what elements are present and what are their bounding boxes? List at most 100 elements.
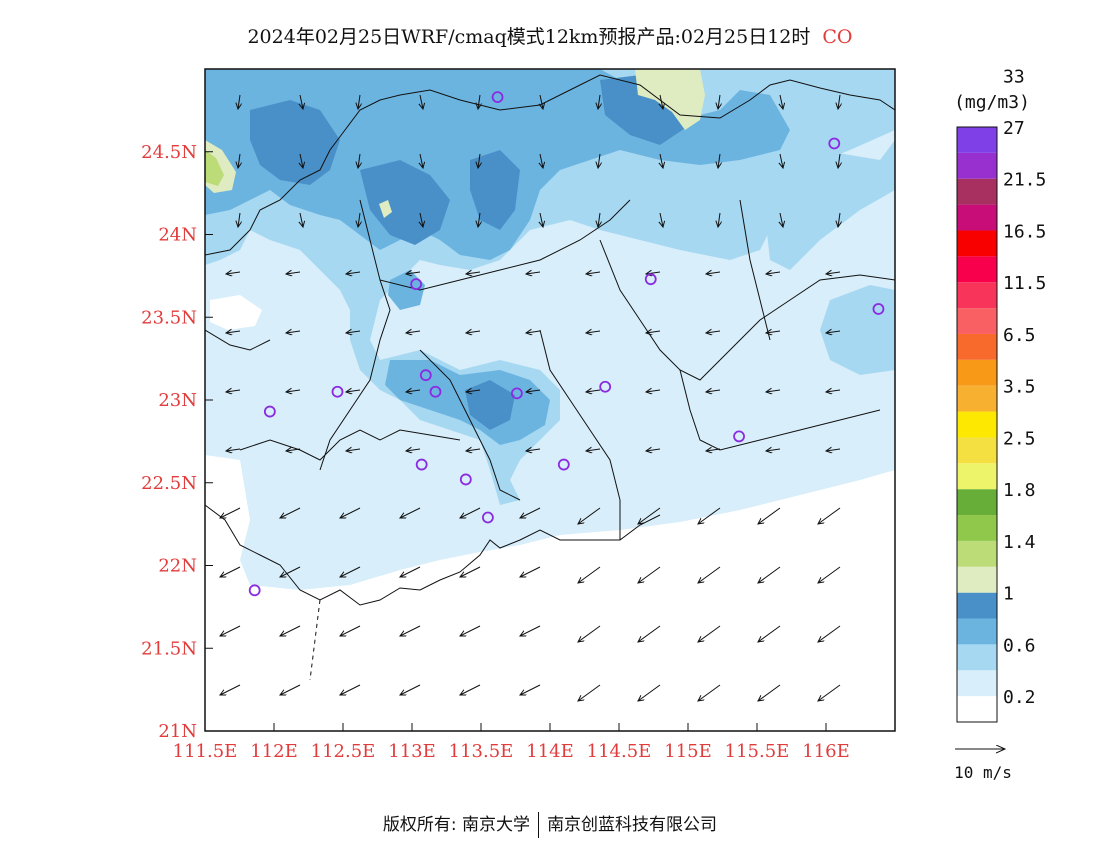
co-field-2.5-spot — [379, 200, 392, 218]
coastline — [205, 504, 661, 606]
wind-arrow — [286, 390, 301, 392]
legend-swatch — [957, 644, 997, 671]
pollutant-label: CO — [822, 26, 853, 48]
legend-label: 16.5 — [1003, 221, 1046, 242]
map-title: 2024年02月25日WRF/cmaq模式12km预报产品:02月25日12时 C… — [0, 22, 1100, 49]
wind-arrow — [780, 94, 783, 109]
wind-arrow — [698, 507, 721, 524]
wind-arrow — [660, 212, 663, 227]
legend-swatch — [957, 152, 997, 179]
legend-label: 3.5 — [1003, 377, 1036, 398]
wind-arrow — [698, 566, 721, 583]
wind-arrow — [766, 331, 781, 333]
station-marker — [828, 137, 841, 150]
station-marker — [331, 385, 344, 398]
legend-swatch — [957, 463, 997, 490]
wind-arrow — [346, 390, 361, 392]
x-tick-label: 112.5E — [311, 741, 376, 762]
x-tick-label: 112E — [250, 741, 298, 762]
wind-arrow — [286, 331, 301, 333]
city-border-3 — [419, 349, 521, 501]
station-marker — [733, 430, 745, 443]
legend-swatch — [957, 670, 997, 697]
wind-arrow — [280, 684, 301, 695]
footer-right: 南京创蓝科技有限公司 — [547, 815, 718, 835]
wind-arrow — [460, 566, 481, 577]
wind-arrow — [818, 507, 841, 524]
wind-arrow — [346, 272, 361, 274]
wind-arrow — [478, 94, 480, 109]
wind-arrow — [638, 507, 661, 524]
legend-label: 0.2 — [1003, 687, 1036, 708]
legend-swatch — [957, 618, 997, 645]
y-tick-label: 21.5N — [141, 638, 197, 659]
wind-arrow — [420, 94, 423, 109]
city-border-8 — [239, 429, 461, 461]
wind-arrow — [300, 153, 303, 168]
wind-arrow — [526, 331, 541, 333]
wind-arrow — [826, 390, 841, 392]
wind-arrow — [526, 390, 541, 392]
legend-label: 27 — [1003, 118, 1025, 139]
legend-swatch — [957, 204, 997, 231]
reference-vector-label: 10 m/s — [954, 763, 1012, 782]
wind-arrow — [300, 94, 303, 109]
legend-swatch — [957, 127, 997, 153]
wind-arrow — [220, 566, 241, 577]
wind-arrow — [818, 566, 841, 583]
legend-label: 0.6 — [1003, 635, 1036, 656]
wind-arrow — [478, 212, 480, 227]
wind-arrow — [520, 684, 541, 695]
wind-arrow — [340, 684, 361, 695]
co-field-2.5-west-inner — [205, 150, 224, 186]
station-marker — [459, 473, 472, 486]
co-field-1.4-c — [470, 150, 520, 230]
wind-arrow — [340, 625, 361, 636]
wind-arrow — [520, 566, 541, 577]
wind-arrow — [780, 212, 783, 227]
legend-frame — [956, 126, 998, 723]
footer-left: 版权所有: 南京大学 — [382, 815, 531, 835]
legend-swatch — [957, 489, 997, 516]
city-border-7 — [739, 199, 771, 341]
wind-arrow — [358, 212, 360, 227]
wind-arrow — [466, 449, 481, 451]
y-tick-label: 23.5N — [141, 307, 197, 328]
legend-label: 1 — [1003, 584, 1014, 605]
wind-arrow — [698, 625, 721, 642]
city-border-1 — [319, 199, 391, 471]
wind-vectors — [220, 94, 841, 701]
wind-arrow — [460, 684, 481, 695]
wind-arrow — [598, 94, 600, 109]
legend-label: 33 — [1003, 66, 1025, 87]
legend-swatch — [957, 411, 997, 438]
wind-arrow — [718, 94, 720, 109]
wind-arrow — [526, 449, 541, 451]
legend-swatch — [957, 178, 997, 205]
wind-arrow — [698, 684, 721, 701]
footer-divider — [538, 812, 540, 838]
legend-unit: (mg/m3) — [954, 92, 1030, 113]
wind-arrow — [466, 272, 481, 274]
city-border-9 — [205, 329, 271, 351]
legend-swatch — [957, 437, 997, 464]
wind-arrow — [400, 684, 421, 695]
y-tick-label: 22N — [158, 556, 197, 577]
wind-arrow — [638, 625, 661, 642]
station-marker — [481, 511, 494, 524]
wind-arrow — [520, 507, 541, 518]
wind-arrow — [400, 507, 421, 518]
wind-arrow — [758, 566, 781, 583]
wind-arrow — [718, 212, 720, 227]
legend-label: 1.8 — [1003, 480, 1036, 501]
station-marker — [872, 303, 885, 315]
wind-arrow — [340, 507, 361, 518]
wind-arrow — [238, 153, 240, 168]
copyright-footer: 版权所有: 南京大学 南京创蓝科技有限公司 — [0, 810, 1100, 838]
wind-arrow — [826, 331, 841, 333]
wind-arrow — [838, 212, 840, 227]
station-marker — [557, 458, 570, 471]
wind-arrow — [638, 566, 661, 583]
y-tick-label: 21N — [158, 721, 197, 742]
